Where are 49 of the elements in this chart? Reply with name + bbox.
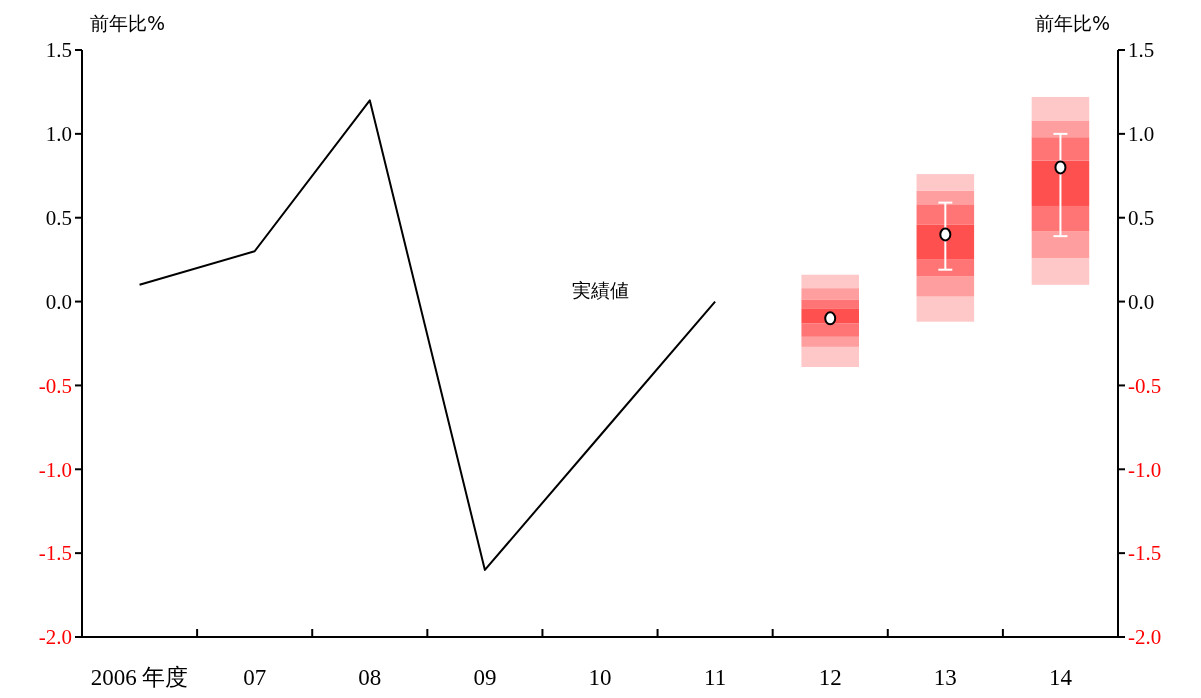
bar bbox=[916, 296, 975, 322]
x-tick-label: 12 bbox=[818, 665, 842, 690]
bar bbox=[1031, 137, 1090, 161]
bar bbox=[1031, 231, 1090, 258]
bar bbox=[916, 276, 975, 297]
bar bbox=[1031, 160, 1090, 206]
y-tick-label: -0.5 bbox=[38, 373, 72, 398]
y2-tick-label: 0.5 bbox=[1128, 206, 1155, 231]
bar bbox=[916, 204, 975, 225]
x-tick-label: 13 bbox=[933, 665, 957, 690]
y2-tick-label: 1.5 bbox=[1128, 38, 1155, 63]
y-tick-label: 0.0 bbox=[45, 289, 72, 314]
bar bbox=[1031, 96, 1090, 121]
bar bbox=[916, 190, 975, 205]
bar bbox=[801, 346, 859, 367]
y2-tick-label: -0.5 bbox=[1128, 373, 1162, 398]
y-axis-title: 前年比% bbox=[90, 12, 166, 34]
y-tick-label: 1.0 bbox=[45, 122, 72, 147]
x-tick-label: 2006 年度 bbox=[90, 665, 189, 690]
bar bbox=[801, 274, 859, 289]
bar bbox=[916, 224, 975, 260]
bar bbox=[801, 336, 859, 347]
y2-tick-label: 1.0 bbox=[1128, 122, 1155, 147]
y2-tick-label: -1.0 bbox=[1128, 457, 1162, 482]
bar bbox=[916, 174, 975, 191]
y2-axis-title: 前年比% bbox=[1034, 12, 1110, 34]
y-tick-label: 0.5 bbox=[45, 206, 72, 231]
y-tick-label: -2.0 bbox=[38, 625, 72, 650]
y-tick-label: -1.0 bbox=[38, 457, 72, 482]
y-tick-label: -1.5 bbox=[38, 541, 72, 566]
bar bbox=[916, 259, 975, 277]
y2-tick-label: 0.0 bbox=[1128, 289, 1155, 314]
x-tick-label: 10 bbox=[588, 665, 612, 690]
bar bbox=[801, 299, 859, 309]
line-series bbox=[138, 99, 717, 571]
bar bbox=[801, 323, 859, 337]
y-tick-label: 1.5 bbox=[45, 38, 72, 63]
x-tick-label: 09 bbox=[473, 665, 497, 690]
y2-tick-label: -1.5 bbox=[1128, 541, 1162, 566]
bar bbox=[1031, 120, 1090, 138]
bar bbox=[801, 288, 859, 300]
x-tick-label: 08 bbox=[358, 665, 382, 690]
x-tick-label: 14 bbox=[1048, 665, 1073, 690]
annotation: 実績値 bbox=[571, 278, 629, 301]
bar bbox=[1031, 257, 1090, 285]
bar bbox=[1031, 205, 1090, 232]
x-tick-label: 07 bbox=[243, 665, 267, 690]
y2-tick-label: -2.0 bbox=[1128, 625, 1162, 650]
x-tick-label: 11 bbox=[704, 665, 727, 690]
